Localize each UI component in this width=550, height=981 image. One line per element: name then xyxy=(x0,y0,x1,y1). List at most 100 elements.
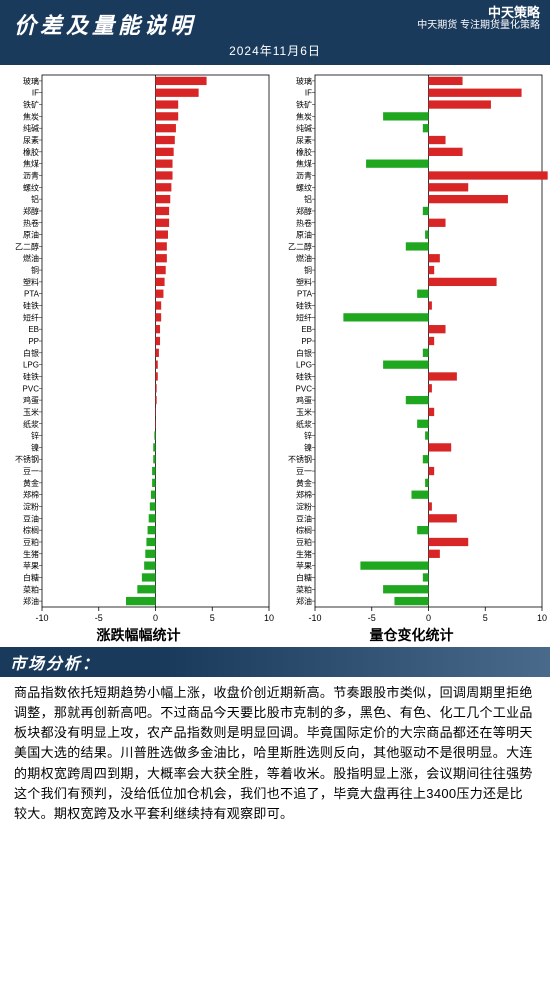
svg-text:郑油: 郑油 xyxy=(23,596,39,606)
svg-text:10: 10 xyxy=(264,613,274,623)
svg-text:镍: 镍 xyxy=(31,442,39,452)
svg-text:硅铁: 硅铁 xyxy=(296,371,312,381)
svg-text:黄金: 黄金 xyxy=(296,478,312,488)
svg-text:郑棉: 郑棉 xyxy=(23,490,39,500)
svg-text:0: 0 xyxy=(426,613,431,623)
svg-text:焦煤: 焦煤 xyxy=(23,159,39,169)
svg-text:短纤: 短纤 xyxy=(296,312,312,322)
svg-text:-10: -10 xyxy=(35,613,48,623)
svg-text:沥青: 沥青 xyxy=(296,170,312,180)
svg-text:白银: 白银 xyxy=(296,348,312,358)
svg-text:镍: 镍 xyxy=(304,442,312,452)
svg-text:苹果: 苹果 xyxy=(23,561,39,571)
right-chart: -10-50510玻璃IF铁矿焦炭纯碱尿素橡胶焦煤沥青螺纹铝郑醇热卷原油乙二醇燃… xyxy=(275,69,548,645)
svg-text:郑棉: 郑棉 xyxy=(296,490,312,500)
svg-text:豆一: 豆一 xyxy=(23,467,39,476)
charts-row: -10-50510玻璃IF铁矿焦炭纯碱尿素橡胶焦煤沥青螺纹铝郑醇热卷原油乙二醇燃… xyxy=(0,65,550,647)
svg-text:锌: 锌 xyxy=(31,431,39,441)
svg-text:PTA: PTA xyxy=(297,290,313,299)
svg-text:郑醇: 郑醇 xyxy=(296,206,312,216)
svg-text:10: 10 xyxy=(537,613,547,623)
svg-text:郑醇: 郑醇 xyxy=(23,206,39,216)
svg-text:菜粕: 菜粕 xyxy=(23,584,39,594)
svg-text:鸡蛋: 鸡蛋 xyxy=(23,395,39,405)
svg-text:0: 0 xyxy=(153,613,158,623)
svg-text:原油: 原油 xyxy=(23,230,39,240)
svg-text:棕榈: 棕榈 xyxy=(23,525,39,535)
svg-text:硅铁: 硅铁 xyxy=(23,371,39,381)
svg-text:铜: 铜 xyxy=(304,265,312,275)
svg-text:5: 5 xyxy=(483,613,488,623)
svg-text:铜: 铜 xyxy=(31,265,39,275)
svg-text:PP: PP xyxy=(28,337,39,346)
svg-text:塑料: 塑料 xyxy=(23,277,39,287)
svg-text:纸浆: 纸浆 xyxy=(23,419,39,429)
svg-text:淀粉: 淀粉 xyxy=(23,502,39,512)
svg-text:原油: 原油 xyxy=(296,230,312,240)
svg-text:豆油: 豆油 xyxy=(296,513,312,523)
analysis-body: 商品指数依托短期趋势小幅上涨，收盘价创近期新高。节奏跟股市类似，回调周期里拒绝调… xyxy=(0,677,550,834)
svg-text:短纤: 短纤 xyxy=(23,312,39,322)
svg-text:IF: IF xyxy=(32,89,39,98)
brand-logo: 中天策略 中天期货 专注期货量化策略 xyxy=(417,6,540,31)
svg-text:锌: 锌 xyxy=(304,431,312,441)
svg-text:纯碱: 纯碱 xyxy=(296,123,312,133)
svg-text:-10: -10 xyxy=(308,613,321,623)
svg-text:淀粉: 淀粉 xyxy=(296,502,312,512)
svg-text:菜粕: 菜粕 xyxy=(296,584,312,594)
svg-text:乙二醇: 乙二醇 xyxy=(288,241,312,251)
svg-text:不锈钢: 不锈钢 xyxy=(15,454,39,464)
svg-text:沥青: 沥青 xyxy=(23,170,39,180)
svg-text:-5: -5 xyxy=(368,613,376,623)
svg-text:铁矿: 铁矿 xyxy=(23,100,39,110)
svg-text:5: 5 xyxy=(210,613,215,623)
header: 中天策略 中天期货 专注期货量化策略 价差及量能说明 2024年11月6日 xyxy=(0,0,550,65)
svg-text:PP: PP xyxy=(301,337,312,346)
svg-text:棕榈: 棕榈 xyxy=(296,525,312,535)
logo-line1: 中天策略 xyxy=(417,6,540,20)
svg-text:白糖: 白糖 xyxy=(296,572,312,582)
svg-text:不锈钢: 不锈钢 xyxy=(288,454,312,464)
svg-text:PTA: PTA xyxy=(24,290,40,299)
svg-text:热卷: 热卷 xyxy=(296,218,312,228)
svg-text:鸡蛋: 鸡蛋 xyxy=(296,395,312,405)
left-chart-title: 涨跌幅幅统计 xyxy=(2,625,275,645)
svg-text:-5: -5 xyxy=(95,613,103,623)
analysis-header: 市场分析： xyxy=(0,647,550,677)
svg-text:橡胶: 橡胶 xyxy=(296,147,312,157)
svg-text:豆粕: 豆粕 xyxy=(23,537,39,547)
svg-text:黄金: 黄金 xyxy=(23,478,39,488)
svg-text:尿素: 尿素 xyxy=(23,135,39,145)
svg-text:玉米: 玉米 xyxy=(296,407,312,417)
svg-text:PVC: PVC xyxy=(296,384,313,393)
svg-text:燃油: 燃油 xyxy=(296,253,312,263)
svg-text:苹果: 苹果 xyxy=(296,561,312,571)
svg-text:郑油: 郑油 xyxy=(296,596,312,606)
svg-text:硅铁: 硅铁 xyxy=(296,301,312,311)
svg-text:塑料: 塑料 xyxy=(296,277,312,287)
svg-text:豆一: 豆一 xyxy=(296,467,312,476)
svg-text:纸浆: 纸浆 xyxy=(296,419,312,429)
svg-text:白糖: 白糖 xyxy=(23,572,39,582)
svg-text:乙二醇: 乙二醇 xyxy=(15,241,39,251)
svg-text:IF: IF xyxy=(305,89,312,98)
svg-text:尿素: 尿素 xyxy=(296,135,312,145)
svg-text:玻璃: 玻璃 xyxy=(296,76,312,86)
svg-text:豆粕: 豆粕 xyxy=(296,537,312,547)
svg-text:LPG: LPG xyxy=(296,361,312,370)
svg-text:铁矿: 铁矿 xyxy=(296,100,312,110)
svg-text:螺纹: 螺纹 xyxy=(296,182,312,192)
svg-text:PVC: PVC xyxy=(23,384,40,393)
left-chart: -10-50510玻璃IF铁矿焦炭纯碱尿素橡胶焦煤沥青螺纹铝郑醇热卷原油乙二醇燃… xyxy=(2,69,275,645)
svg-text:螺纹: 螺纹 xyxy=(23,182,39,192)
svg-text:铝: 铝 xyxy=(31,194,39,204)
svg-text:硅铁: 硅铁 xyxy=(23,301,39,311)
right-chart-title: 量仓变化统计 xyxy=(275,625,548,645)
svg-text:豆油: 豆油 xyxy=(23,513,39,523)
svg-text:铝: 铝 xyxy=(304,194,312,204)
svg-text:EB: EB xyxy=(28,325,39,334)
svg-text:白银: 白银 xyxy=(23,348,39,358)
svg-text:纯碱: 纯碱 xyxy=(23,123,39,133)
svg-text:燃油: 燃油 xyxy=(23,253,39,263)
svg-text:橡胶: 橡胶 xyxy=(23,147,39,157)
